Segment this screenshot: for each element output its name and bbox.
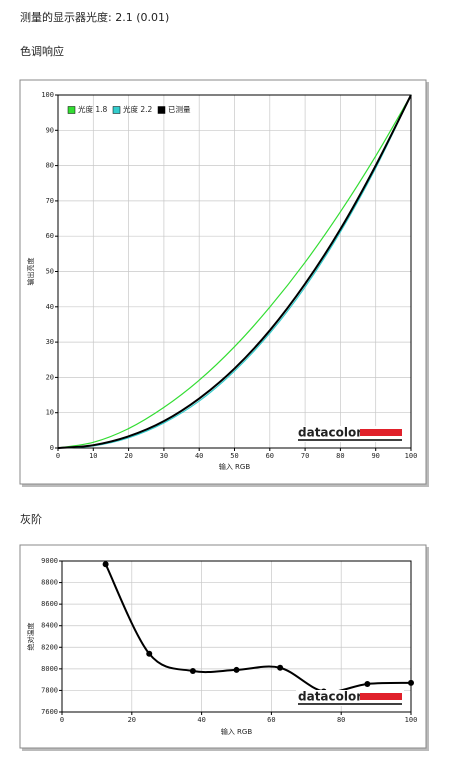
series-line: [57, 94, 412, 449]
y-tick-label: 7800: [41, 686, 58, 694]
x-tick-label: 40: [197, 716, 205, 724]
logo: datacolor: [298, 690, 362, 704]
chart-frame: [19, 79, 427, 485]
y-tick-label: 10: [46, 409, 54, 417]
y-axis-label: 绝对温度: [26, 623, 35, 651]
plot-area: [61, 560, 412, 713]
legend-swatch: [112, 106, 121, 114]
x-tick-label: 30: [160, 452, 168, 460]
x-tick-label: 60: [267, 716, 275, 724]
y-tick-label: 90: [46, 126, 54, 134]
y-axis-label: 输出亮度: [26, 258, 35, 286]
y-tick-label: 60: [46, 232, 54, 240]
y-tick-label: 0: [50, 444, 54, 452]
series-line: [57, 94, 412, 449]
legend-label: 光度 1.8: [78, 104, 108, 114]
y-tick-label: 70: [46, 197, 54, 205]
x-tick-label: 80: [337, 716, 345, 724]
data-point: [364, 680, 371, 687]
x-tick-label: 20: [124, 452, 132, 460]
series-line: [57, 94, 412, 449]
x-axis-label: 输入 RGB: [219, 462, 251, 471]
section-title: 色调响应: [20, 44, 64, 58]
logo-bar: [360, 693, 402, 700]
y-tick-label: 40: [46, 303, 54, 311]
x-tick-label: 0: [56, 452, 60, 460]
legend-swatch: [157, 106, 166, 114]
y-tick-label: 9000: [41, 557, 58, 565]
x-tick-label: 40: [195, 452, 203, 460]
x-tick-label: 70: [301, 452, 309, 460]
chart-frame: [19, 544, 427, 749]
y-tick-label: 30: [46, 338, 54, 346]
x-tick-label: 80: [336, 452, 344, 460]
plot-area: [57, 94, 412, 449]
luminance: 测量的显示器光度: 2.1 (0.01): [20, 10, 169, 24]
data-point: [233, 666, 240, 673]
data-point: [146, 650, 153, 657]
y-tick-label: 80: [46, 162, 54, 170]
x-tick-label: 10: [89, 452, 97, 460]
data-point: [189, 668, 196, 675]
y-tick-label: 100: [41, 91, 54, 99]
logo-bar: [360, 429, 402, 436]
x-tick-label: 0: [60, 716, 64, 724]
legend-label: 光度 2.2: [123, 104, 153, 114]
y-tick-label: 8800: [41, 579, 58, 587]
data-point: [408, 679, 414, 686]
y-tick-label: 8200: [41, 643, 58, 651]
x-tick-label: 90: [371, 452, 379, 460]
section-title: 灰阶: [20, 512, 42, 526]
x-tick-label: 100: [405, 716, 418, 724]
y-tick-label: 50: [46, 268, 54, 276]
x-tick-label: 100: [405, 452, 418, 460]
data-point: [102, 561, 109, 568]
x-tick-label: 20: [128, 716, 136, 724]
x-tick-label: 50: [230, 452, 238, 460]
x-axis-label: 输入 RGB: [221, 727, 253, 736]
x-tick-label: 60: [266, 452, 274, 460]
y-tick-label: 8600: [41, 600, 58, 608]
y-tick-label: 20: [46, 373, 54, 381]
logo: datacolor: [298, 426, 362, 440]
y-tick-label: 7600: [41, 708, 58, 716]
legend-swatch: [67, 106, 76, 114]
y-tick-label: 8000: [41, 665, 58, 673]
data-point: [277, 664, 284, 671]
y-tick-label: 8400: [41, 622, 58, 630]
legend-label: 已测量: [168, 105, 191, 114]
